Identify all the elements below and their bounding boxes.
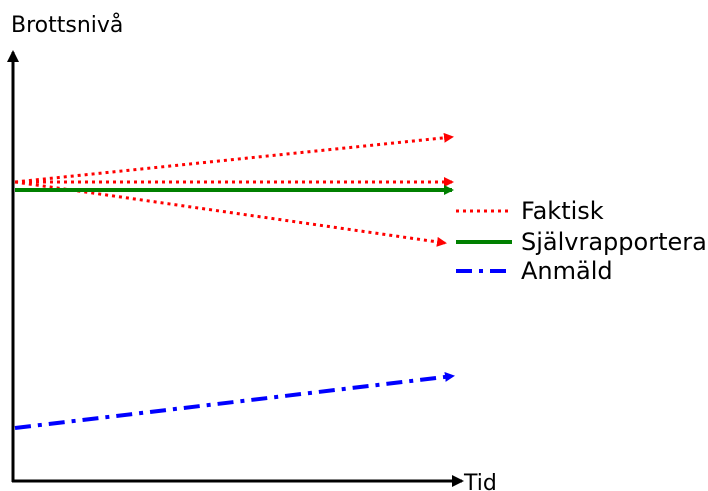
y-axis-label: Brottsnivå <box>11 12 123 38</box>
faktisk-line-up <box>14 132 454 184</box>
anmald-line <box>14 371 455 430</box>
legend: Faktisk Självrapporterad Anmäld <box>456 197 708 285</box>
legend-label-anmald: Anmäld <box>521 257 613 285</box>
x-axis-label: Tid <box>463 471 497 491</box>
legend-label-faktisk: Faktisk <box>521 197 604 225</box>
legend-label-sjalvrapporterad: Självrapporterad <box>521 228 708 256</box>
legend-item-sjalvrapporterad: Självrapporterad <box>456 228 708 256</box>
legend-item-faktisk: Faktisk <box>456 197 604 225</box>
faktisk-line-down <box>14 180 447 247</box>
legend-item-anmald: Anmäld <box>456 257 613 285</box>
